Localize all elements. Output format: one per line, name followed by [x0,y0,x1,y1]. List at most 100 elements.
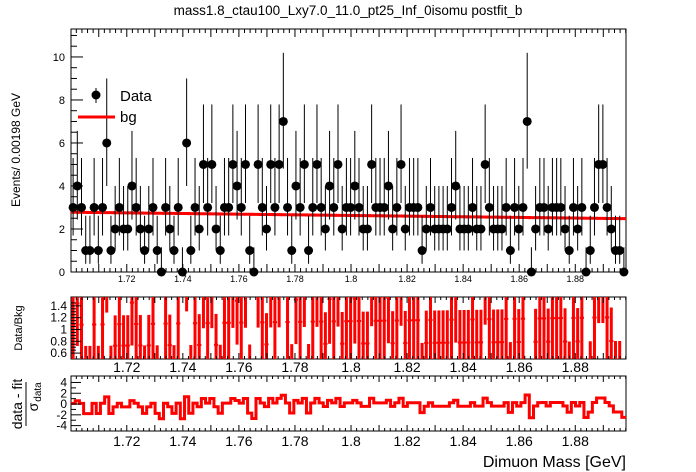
data-point [308,202,318,212]
data-point [278,116,288,126]
data-point [232,181,242,191]
data-point [274,159,284,169]
pull-axis-label: data - fit σ data [9,379,44,430]
data-point [447,202,457,212]
data-point [77,202,87,212]
data-point [240,159,250,169]
data-point [182,138,192,148]
data-point [98,202,108,212]
data-point [114,202,124,212]
data-point [510,202,520,212]
data-point [463,224,473,234]
x-axis-label: Dimuon Mass [GeV] [483,454,626,471]
main-x-tick-label: 1.72 [118,274,136,284]
data-point [526,267,536,277]
data-point [262,224,272,234]
pull-x-tick-label: 1.86 [506,433,533,449]
data-point [299,159,309,169]
data-point [186,245,196,255]
main-x-tick-label: 1.8 [345,274,358,284]
data-point [152,245,162,255]
data-point [539,202,549,212]
data-point [211,224,221,234]
ratio-x-tick-label: 1.74 [169,359,196,375]
data-point [388,224,398,234]
data-point [253,159,263,169]
data-point [451,181,461,191]
data-point [417,245,427,255]
pull-line-layer [71,393,626,421]
data-point [514,224,524,234]
data-point [106,245,116,255]
data-point [602,202,612,212]
ratio-x-tick-label: 1.88 [562,359,589,375]
data-point [228,159,238,169]
data-point [589,202,599,212]
pull-y-tick-label: -4 [56,419,67,433]
data-point [320,224,330,234]
data-point [400,224,410,234]
main-x-tick-label: 1.78 [286,274,304,284]
data-point [194,224,204,234]
data-point [585,245,595,255]
data-point [396,159,406,169]
pull-y-tick-label: 0 [60,397,67,411]
ratio-axes-layer: 1.72 1.74 1.76 1.78 1.8 1.82 1.84 1.86 1.88 0.60.… [50,297,627,375]
pull-y-tick-label: 2 [60,386,67,400]
data-point [543,224,553,234]
pull-label-sigma: σ [25,402,41,411]
data-point [606,224,616,234]
data-point [350,181,360,191]
data-point [325,181,335,191]
data-point [283,202,293,212]
data-point [102,138,112,148]
pull-x-tick-label: 1.88 [562,433,589,449]
data-point [144,224,154,234]
data-point [425,202,435,212]
data-point [531,224,541,234]
chart-title: mass1.8_ctau100_Lxy7.0_11.0_pt25_Inf_0is… [174,3,523,18]
data-point [484,202,494,212]
ratio-y-tick-label: 1.2 [50,311,67,325]
data-point [312,159,322,169]
data-point [413,202,423,212]
data-point [329,202,339,212]
data-point [148,202,158,212]
pull-x-tick-label: 1.84 [450,433,477,449]
main-y-tick-label: 0 [59,267,65,279]
data-point [224,202,234,212]
data-point [362,224,372,234]
y-axis-label: Events/ 0.00198 GeV [9,93,23,207]
data-point [383,181,393,191]
data-point [291,181,301,191]
data-point [367,159,377,169]
data-point [236,202,246,212]
data-point [392,202,402,212]
main-x-tick-label: 1.74 [174,274,192,284]
data-point [476,224,486,234]
data-point [85,245,95,255]
ratio-x-tick-label: 1.8 [341,359,361,375]
data-point [497,224,507,234]
main-data-layer [68,52,629,277]
data-point [245,245,255,255]
ratio-y-tick-label: 0.8 [50,334,67,348]
main-x-tick-label: 1.82 [398,274,416,284]
main-fit-layer [71,210,626,221]
data-point [577,202,587,212]
data-point [270,202,280,212]
data-point [266,159,276,169]
main-y-tick-label: 2 [59,224,65,236]
data-point [203,202,213,212]
data-point [156,267,166,277]
ratio-x-tick-label: 1.86 [506,359,533,375]
data-point [123,224,133,234]
data-point [93,245,103,255]
ratio-y-tick-label: 1.4 [50,299,67,313]
data-point [135,224,145,234]
data-point [257,202,267,212]
main-y-tick-label: 8 [59,95,65,107]
data-point [615,245,625,255]
pull-x-tick-label: 1.78 [281,433,308,449]
